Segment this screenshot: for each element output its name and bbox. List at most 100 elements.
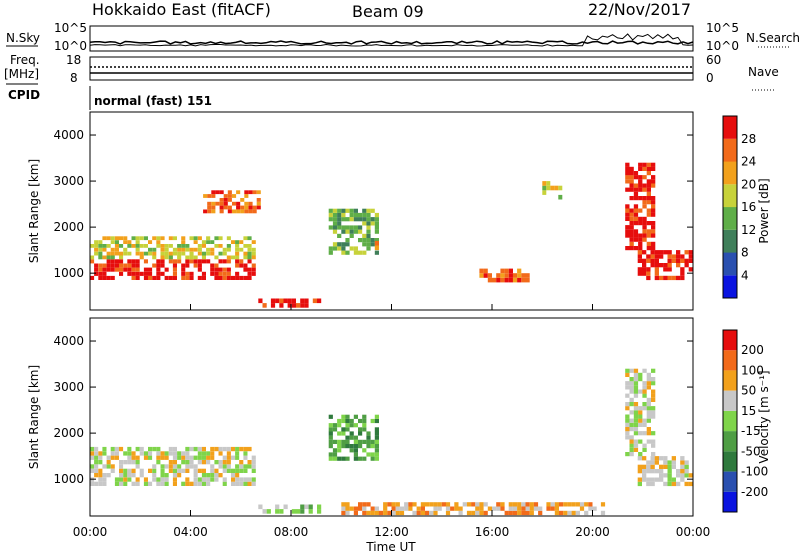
power-cell-0-22-1 <box>181 271 186 276</box>
velocity-cell-5-6-9 <box>651 414 656 419</box>
velocity-cell-5-2-19 <box>633 372 639 377</box>
velocity-cell-5-5-8 <box>646 418 651 423</box>
power-cell-1-16-4 <box>156 240 161 244</box>
power-cell-9-3-12 <box>638 196 643 201</box>
velocity-cell-0-22-7 <box>181 451 186 456</box>
velocity-cell-3-5-0 <box>362 510 367 516</box>
velocity-cell-3-46-1 <box>533 506 539 511</box>
power-cell-9-2-18 <box>633 171 639 176</box>
velocity-cell-0-26-3 <box>197 468 202 473</box>
power-cell-8-3-6 <box>650 250 655 255</box>
velocity-cell-5-0-8 <box>625 418 630 423</box>
velocity-cell-4-10-1 <box>680 477 685 482</box>
power-cell-2-9-0 <box>240 209 245 214</box>
velocity-cell-0-15-8 <box>152 446 157 452</box>
power-colorbar-tick-1: 8 <box>741 246 749 260</box>
power-cell-4-1-9 <box>332 212 338 218</box>
velocity-cell-0-11-8 <box>135 446 140 452</box>
power-cell-1-5-5 <box>110 236 115 241</box>
velocity-cell-5-3-15 <box>638 389 643 394</box>
power-cell-6-5-1 <box>500 273 505 278</box>
power-cell-0-20-2 <box>172 267 177 272</box>
power-cell-1-17-1 <box>160 251 165 256</box>
power-cell-0-11-1 <box>135 271 140 276</box>
velocity-cell-5-2-5 <box>633 431 639 436</box>
power-cell-0-26-3 <box>197 263 202 268</box>
power-cell-8-10-1 <box>680 271 685 276</box>
velocity-cell-0-17-3 <box>160 468 165 473</box>
power-cell-0-26-4 <box>197 259 202 264</box>
velocity-cell-1-4-0 <box>275 509 280 514</box>
velocity-cell-0-10-2 <box>131 473 136 478</box>
power-cell-2-12-1 <box>252 205 257 210</box>
velocity-cell-5-1-7 <box>629 422 634 427</box>
power-cell-4-8-9 <box>362 212 367 218</box>
power-cell-0-33-0 <box>226 275 231 280</box>
velocity-cell-3-56-2 <box>575 502 580 507</box>
velocity-cell-3-58-2 <box>584 502 589 507</box>
power-cell-1-30-3 <box>214 244 219 248</box>
velocity-cell-0-35-4 <box>235 464 240 469</box>
velocity-cell-3-28-0 <box>458 510 463 516</box>
velocity-cell-4-3-3 <box>650 469 655 474</box>
power-cell-9-6-10 <box>651 204 656 209</box>
velocity-cell-3-30-0 <box>466 510 472 516</box>
velocity-cell-0-29-8 <box>210 446 215 452</box>
velocity-cell-0-26-1 <box>197 477 202 482</box>
velocity-cell-4-4-6 <box>654 456 659 461</box>
velocity-cell-4-0-4 <box>637 464 642 469</box>
power-cell-0-30-0 <box>214 275 219 280</box>
power-cell-1-15-2 <box>152 247 157 252</box>
power-cell-1-12-0 <box>139 255 144 260</box>
power-cell-8-1-3 <box>642 263 647 268</box>
power-cell-0-15-3 <box>152 263 157 268</box>
velocity-cell-0-18-0 <box>164 481 169 486</box>
velocity-cell-0-37-4 <box>243 464 248 469</box>
power-cell-1-35-4 <box>235 240 240 244</box>
power-cell-2-12-0 <box>252 209 257 214</box>
velocity-cell-5-6-11 <box>651 406 656 411</box>
power-cell-6-9-0 <box>517 277 522 283</box>
velocity-cell-5-6-14 <box>651 393 656 398</box>
velocity-cell-0-19-5 <box>168 460 173 465</box>
power-cell-6-6-0 <box>504 277 509 283</box>
velocity-cell-4-5-4 <box>659 464 664 469</box>
velocity-cell-3-59-1 <box>588 506 593 511</box>
velocity-cell-0-18-4 <box>164 464 169 469</box>
velocity-cell-0-28-5 <box>206 460 211 465</box>
velocity-cell-2-5-6 <box>349 431 354 436</box>
power-cell-1-29-4 <box>210 240 215 244</box>
velocity-cell-0-1-5 <box>94 460 99 465</box>
power-cell-0-36-0 <box>239 275 244 280</box>
velocity-cell-3-33-2 <box>479 502 484 507</box>
power-cell-0-16-2 <box>156 267 161 272</box>
velocity-cell-5-0-19 <box>625 372 630 377</box>
power-ytick-label-3: 4000 <box>53 128 84 142</box>
power-cell-2-6-5 <box>227 190 232 195</box>
power-cell-0-35-0 <box>235 275 240 280</box>
velocity-cell-0-20-2 <box>172 473 177 478</box>
velocity-cell-3-51-1 <box>554 506 559 511</box>
velocity-cell-3-8-0 <box>374 510 379 516</box>
power-cell-4-6-1 <box>353 246 358 251</box>
velocity-cell-3-41-0 <box>512 510 518 516</box>
velocity-cell-0-13-0 <box>143 481 148 486</box>
velocity-cell-0-7-8 <box>119 446 124 452</box>
power-cell-9-4-19 <box>642 166 647 171</box>
velocity-cell-0-30-3 <box>214 468 219 473</box>
power-cell-7-4-2 <box>558 185 563 191</box>
velocity-ytick-label-3: 4000 <box>53 334 84 348</box>
velocity-cell-0-37-7 <box>243 451 248 456</box>
power-cell-1-37-3 <box>243 244 248 248</box>
power-cell-6-5-2 <box>500 268 505 274</box>
power-cell-1-18-1 <box>164 251 169 256</box>
velocity-cell-3-32-0 <box>475 510 480 516</box>
power-cell-0-2-0 <box>98 275 103 280</box>
velocity-cell-0-32-1 <box>222 477 227 482</box>
power-colorbar-tick-5: 24 <box>741 155 756 169</box>
power-cell-3-10-0 <box>300 303 305 308</box>
power-cell-1-10-5 <box>131 236 136 241</box>
power-cell-8-0-2 <box>637 267 642 272</box>
power-cell-1-6-1 <box>114 251 119 256</box>
velocity-cell-3-55-0 <box>571 510 576 516</box>
